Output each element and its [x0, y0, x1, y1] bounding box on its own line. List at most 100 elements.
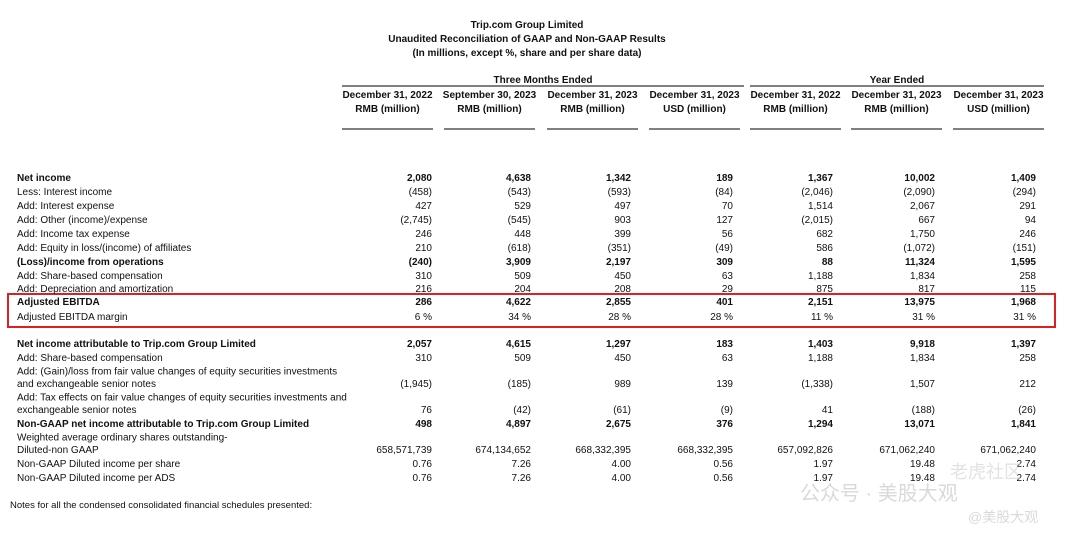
cell-value: 2,855 — [606, 297, 631, 308]
cell-value: 6 % — [415, 312, 432, 323]
cell-value: 286 — [415, 297, 432, 308]
cell-value: 4,622 — [506, 297, 531, 308]
cell-value: 208 — [614, 284, 631, 295]
cell-value: 309 — [716, 257, 733, 268]
group-header: Year Ended — [870, 75, 924, 86]
row-label: Add: Equity in loss/(income) of affiliat… — [17, 243, 191, 254]
cell-value: 7.26 — [512, 473, 532, 484]
cell-value: (545) — [508, 215, 531, 226]
cell-value: (2,745) — [400, 215, 432, 226]
column-header: RMB (million) — [355, 104, 419, 115]
cell-value: (2,090) — [903, 187, 935, 198]
column-header: December 31, 2022 — [750, 90, 841, 101]
cell-value: 4,897 — [506, 419, 531, 430]
cell-value: 11,324 — [905, 257, 935, 268]
cell-value: 4,615 — [506, 339, 531, 350]
cell-value: 88 — [822, 257, 834, 268]
cell-value: 76 — [421, 405, 433, 416]
cell-value: 2,080 — [407, 173, 432, 184]
cell-value: (49) — [715, 243, 733, 254]
cell-value: 210 — [415, 243, 432, 254]
row-label: Net income attributable to Trip.com Grou… — [17, 339, 256, 350]
cell-value: 817 — [918, 284, 935, 295]
title: Trip.com Group Limited — [471, 20, 584, 31]
cell-value: 19.48 — [910, 459, 935, 470]
row-label: Non-GAAP Diluted income per ADS — [17, 473, 176, 484]
cell-value: 9,918 — [910, 339, 935, 350]
cell-value: 183 — [716, 339, 733, 350]
cell-value: (1,072) — [903, 243, 935, 254]
cell-value: (61) — [613, 405, 631, 416]
cell-value: 2,197 — [606, 257, 631, 268]
cell-value: 29 — [722, 284, 734, 295]
column-header: September 30, 2023 — [443, 90, 537, 101]
cell-value: 0.76 — [413, 459, 433, 470]
cell-value: 448 — [514, 229, 531, 240]
cell-value: 658,571,739 — [376, 445, 432, 456]
watermark: 公众号 · 美股大观 老虎社区 @美股大观 — [800, 462, 1038, 525]
cell-value: 1,595 — [1011, 257, 1036, 268]
cell-value: 1,294 — [808, 419, 833, 430]
cell-value: 3,909 — [506, 257, 531, 268]
cell-value: (188) — [912, 405, 935, 416]
cell-value: 875 — [816, 284, 833, 295]
cell-value: 63 — [722, 353, 734, 364]
row-label: and exchangeable senior notes — [17, 379, 156, 390]
cell-value: 2,067 — [910, 201, 935, 212]
cell-value: 671,062,240 — [879, 445, 935, 456]
row-label: Non-GAAP Diluted income per share — [17, 459, 181, 470]
row-label: Add: Share-based compensation — [17, 353, 163, 364]
row-label: Add: Interest expense — [17, 201, 115, 212]
cell-value: 529 — [514, 201, 531, 212]
cell-value: 31 % — [912, 312, 935, 323]
cell-value: 1,750 — [910, 229, 935, 240]
watermark-bottom: @美股大观 — [968, 509, 1038, 525]
cell-value: 310 — [415, 353, 432, 364]
cell-value: (151) — [1013, 243, 1036, 254]
cell-value: (240) — [409, 257, 432, 268]
group-header: Three Months Ended — [494, 75, 593, 86]
cell-value: 212 — [1019, 379, 1036, 390]
row-label: Add: Depreciation and amortization — [17, 284, 173, 295]
cell-value: 34 % — [508, 312, 531, 323]
row-label: exchangeable senior notes — [17, 405, 137, 416]
cell-value: 10,002 — [904, 173, 935, 184]
cell-value: 667 — [918, 215, 935, 226]
cell-value: 216 — [415, 284, 432, 295]
cell-value: (618) — [508, 243, 531, 254]
cell-value: 903 — [614, 215, 631, 226]
cell-value: (9) — [721, 405, 733, 416]
highlight-box — [7, 293, 1056, 328]
cell-value: 94 — [1025, 215, 1037, 226]
cell-value: 0.56 — [714, 459, 734, 470]
cell-value: 0.56 — [714, 473, 734, 484]
cell-value: 189 — [716, 173, 733, 184]
column-header: December 31, 2023 — [953, 90, 1044, 101]
cell-value: 668,332,395 — [677, 445, 733, 456]
cell-value: 70 — [722, 201, 734, 212]
cell-value: (458) — [409, 187, 432, 198]
cell-value: 0.76 — [413, 473, 433, 484]
cell-value: 1.97 — [814, 459, 834, 470]
cell-value: 56 — [722, 229, 734, 240]
cell-value: 2.74 — [1017, 473, 1037, 484]
cell-value: 399 — [614, 229, 631, 240]
cell-value: 1,403 — [808, 339, 833, 350]
watermark-main: 公众号 · 美股大观 — [800, 482, 958, 505]
cell-value: 28 % — [608, 312, 631, 323]
cell-value: (185) — [508, 379, 531, 390]
column-header: December 31, 2023 — [851, 90, 942, 101]
row-label: Add: Income tax expense — [17, 229, 130, 240]
cell-value: 1,968 — [1011, 297, 1036, 308]
cell-value: 2,151 — [808, 297, 833, 308]
cell-value: 127 — [716, 215, 733, 226]
column-header: USD (million) — [967, 104, 1030, 115]
cell-value: 989 — [614, 379, 631, 390]
cell-value: 1,409 — [1011, 173, 1036, 184]
cell-value: 1,397 — [1011, 339, 1036, 350]
cell-value: (1,945) — [400, 379, 432, 390]
cell-value: 376 — [716, 419, 733, 430]
cell-value: 1,342 — [606, 173, 631, 184]
column-header: RMB (million) — [864, 104, 928, 115]
cell-value: 4,638 — [506, 173, 531, 184]
